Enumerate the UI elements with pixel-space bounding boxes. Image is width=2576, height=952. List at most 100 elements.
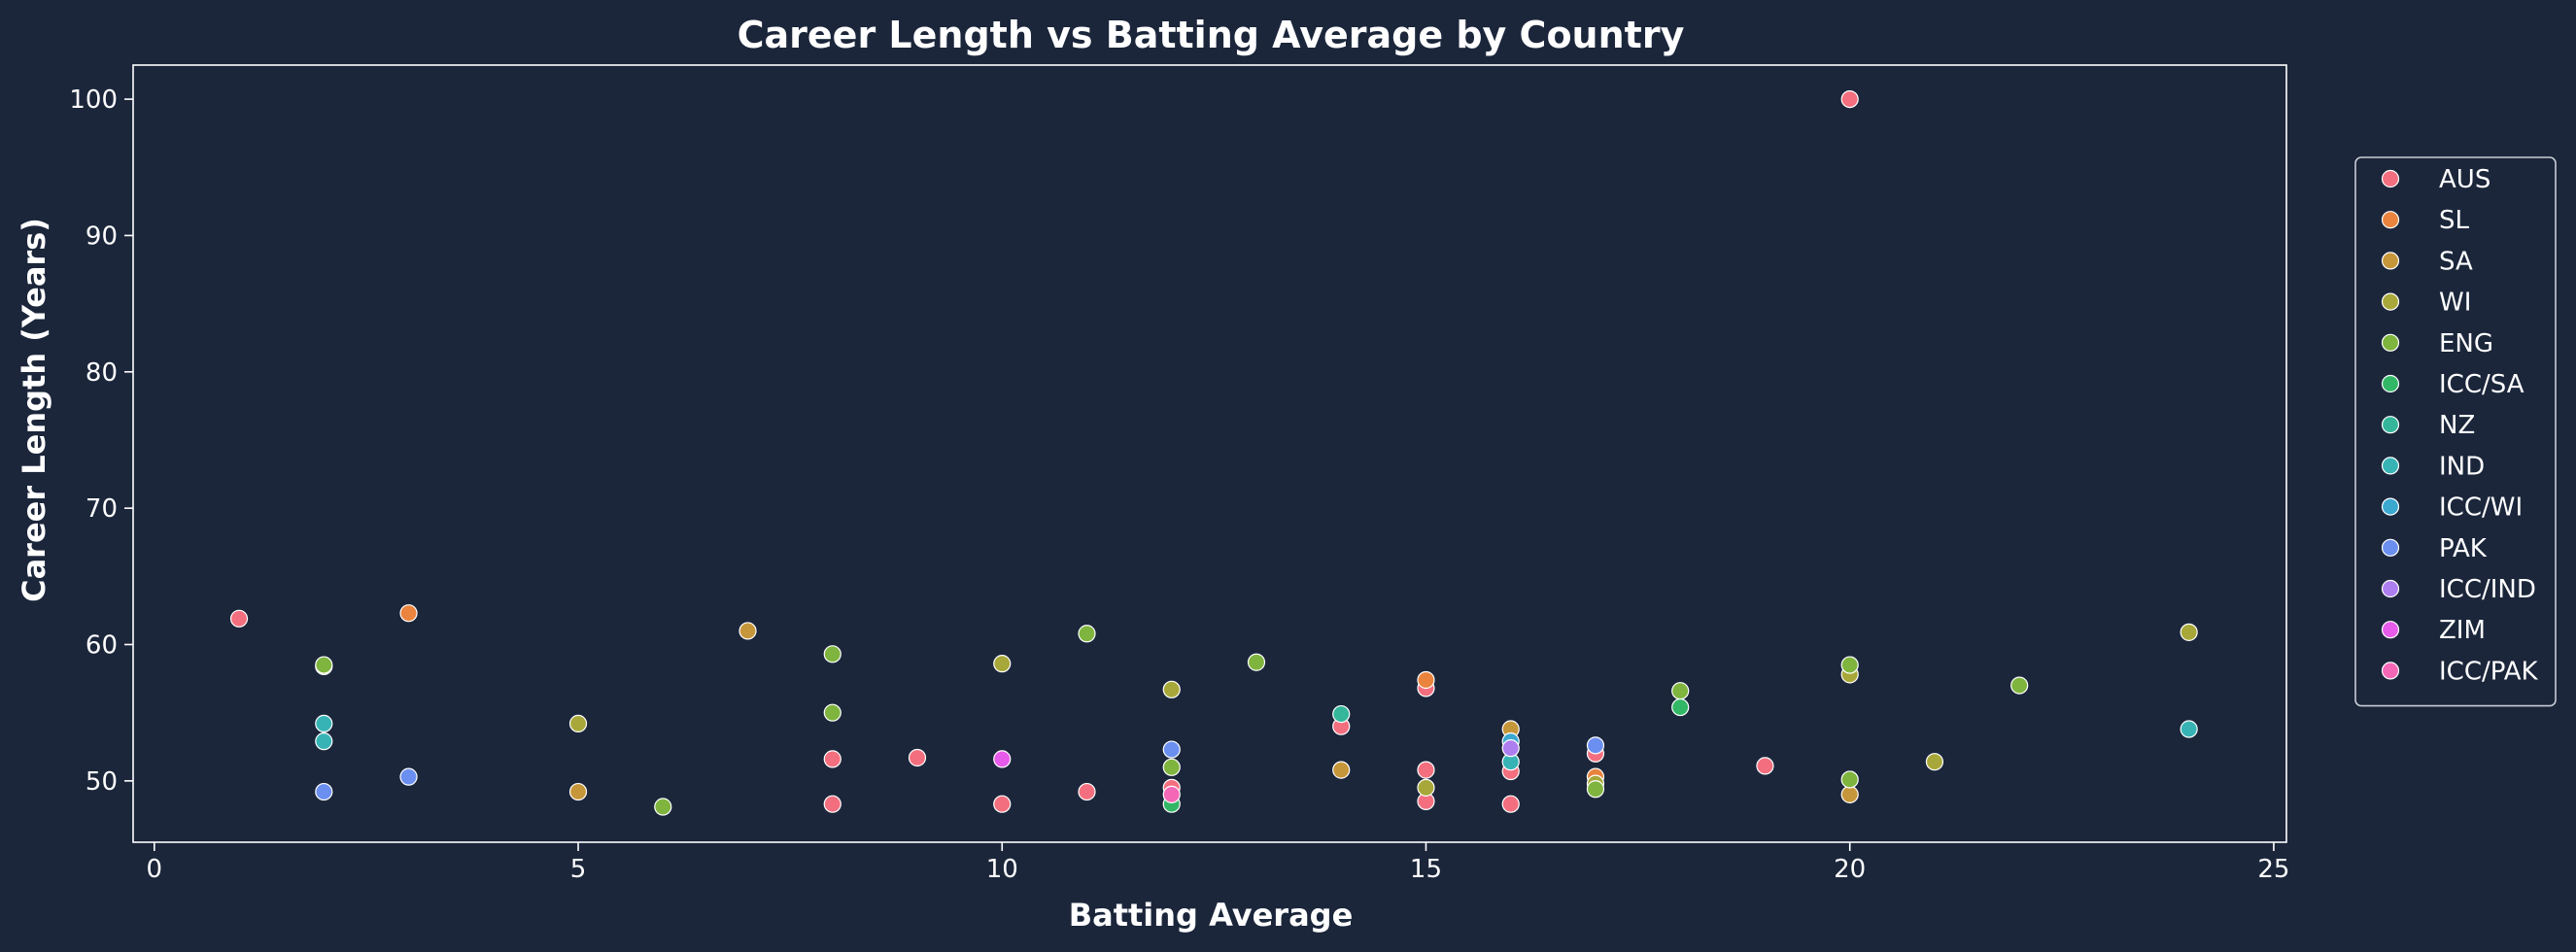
data-point [738, 622, 757, 640]
data-point [2010, 676, 2029, 695]
legend-marker [2381, 662, 2400, 680]
data-point [2180, 623, 2198, 641]
data-point [1162, 758, 1181, 776]
legend-label: ICC/PAK [2439, 657, 2539, 686]
legend-label: ICC/IND [2439, 575, 2536, 604]
legend-label: PAK [2439, 534, 2488, 563]
legend-label: ICC/WI [2439, 493, 2523, 523]
legend-label: IND [2439, 452, 2485, 481]
series-zim [993, 750, 1012, 768]
legend-marker [2381, 579, 2400, 598]
data-point [399, 604, 418, 623]
legend-label: ZIM [2439, 616, 2486, 645]
series-ind [315, 714, 2198, 771]
data-point [823, 703, 841, 722]
data-point [315, 782, 333, 801]
data-point [823, 795, 841, 813]
legend-marker [2381, 497, 2400, 516]
chart-title: Career Length vs Batting Average by Coun… [738, 14, 1685, 56]
data-point [654, 798, 672, 816]
y-tick-label: 70 [86, 494, 118, 524]
legend-marker [2381, 333, 2400, 352]
data-point [1162, 785, 1181, 803]
legend-label: WI [2439, 289, 2471, 318]
data-point [1417, 778, 1435, 797]
series-pak [315, 736, 1605, 801]
data-point [315, 732, 333, 751]
data-point [1247, 653, 1266, 671]
data-point [993, 795, 1012, 813]
legend-marker [2381, 374, 2400, 393]
legend-label: ENG [2439, 329, 2493, 358]
legend-label: AUS [2439, 165, 2490, 194]
y-tick-label: 80 [86, 358, 118, 388]
legend-label: NZ [2439, 411, 2475, 440]
data-point [1586, 736, 1605, 755]
y-tick-label: 60 [86, 630, 118, 660]
data-point [315, 714, 333, 732]
data-point [568, 714, 588, 732]
legend: AUS SL SA WI ENG ICC/SA NZ IND ICC/WI PAK ICC/IND Z… [2354, 156, 2557, 707]
y-tick-label: 50 [86, 767, 118, 797]
data-point [1501, 739, 1520, 758]
data-point [229, 609, 249, 628]
x-tick-label: 0 [147, 855, 163, 884]
legend-marker [2381, 169, 2400, 188]
data-point [1332, 704, 1351, 724]
data-point [568, 782, 588, 801]
data-point [1840, 656, 1859, 674]
data-point [1417, 670, 1435, 690]
data-point [823, 645, 841, 663]
data-point [1162, 740, 1181, 759]
data-point [993, 655, 1012, 673]
x-tick-label: 15 [1410, 855, 1442, 884]
data-point [2180, 720, 2198, 738]
data-point [1586, 780, 1605, 799]
data-point [823, 750, 841, 768]
series-eng [315, 625, 2029, 816]
legend-marker [2381, 416, 2400, 434]
plot-area: 0 5 10 15 20 25 50 60 70 80 90 100 [69, 64, 2289, 884]
legend-marker [2381, 457, 2400, 475]
data-point [315, 656, 333, 674]
series-icc-pak [1162, 785, 1181, 803]
x-tick-label: 20 [1834, 855, 1866, 884]
series-sa [568, 622, 1859, 803]
legend-marker [2381, 621, 2400, 639]
legend-marker [2381, 252, 2400, 270]
y-axis-title: Career Length (Years) [16, 218, 52, 602]
axes-frame [132, 64, 2287, 843]
data-point [1078, 782, 1096, 801]
data-point [399, 767, 418, 786]
data-point [1332, 761, 1351, 779]
legend-label: SA [2439, 247, 2473, 276]
data-point [1501, 795, 1520, 813]
x-tick-label: 10 [986, 855, 1018, 884]
legend-marker [2381, 292, 2400, 311]
data-point [1671, 697, 1690, 717]
x-tick-label: 25 [2257, 855, 2289, 884]
data-point [1840, 89, 1859, 109]
legend-marker [2381, 538, 2400, 557]
legend-label: ICC/SA [2439, 370, 2524, 399]
data-point [1671, 682, 1690, 700]
x-axis-title: Batting Average [1069, 897, 1354, 934]
data-point [908, 748, 927, 767]
data-point [1756, 757, 1774, 775]
y-tick-label: 90 [86, 221, 118, 251]
y-tick-label: 100 [69, 85, 118, 115]
data-point [1417, 761, 1435, 779]
data-point [993, 750, 1012, 768]
legend-label: SL [2439, 206, 2470, 235]
legend-box [2354, 156, 2557, 707]
data-point [1925, 753, 1944, 771]
legend-marker [2381, 211, 2400, 229]
data-point [1078, 625, 1096, 643]
x-tick-label: 5 [570, 855, 587, 884]
data-point [1840, 785, 1859, 803]
data-point [1162, 680, 1181, 698]
series-icc-ind [1501, 739, 1520, 758]
data-point [1840, 770, 1859, 789]
